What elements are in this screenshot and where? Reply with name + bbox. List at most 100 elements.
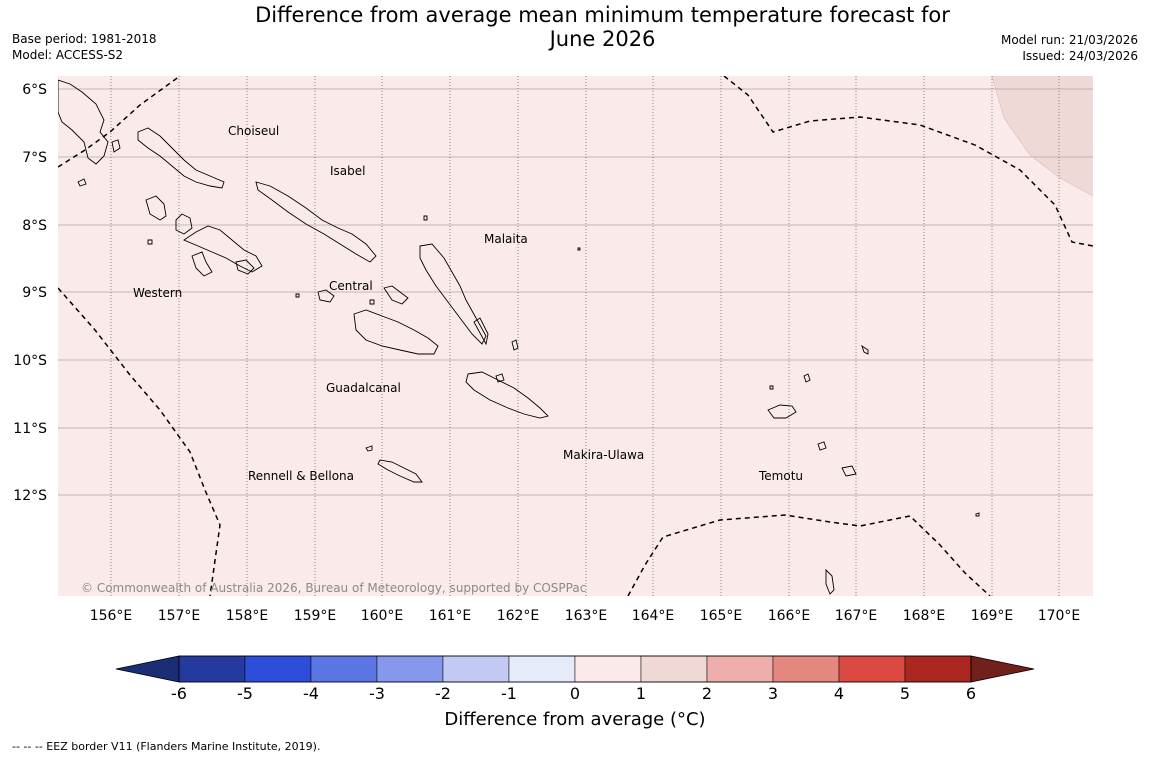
eez-border: [58, 76, 1093, 596]
label-makira-ulawa: Makira-Ulawa: [563, 448, 644, 462]
island-new-georgia: [183, 225, 263, 273]
lon-label-170e: 170°E: [1038, 608, 1081, 624]
colorbar-cell: [838, 655, 906, 683]
colorbar-cell: [178, 655, 246, 683]
lon-label-165e: 165°E: [700, 608, 743, 624]
island-small-isabel: [423, 215, 428, 221]
title-line-2: June 2026: [549, 27, 656, 51]
colorbar-label: Difference from average (°C): [444, 709, 706, 730]
colorbar-tick-label: 6: [966, 684, 976, 703]
colorbar-tick-label: 4: [834, 684, 844, 703]
colorbar-cell: [706, 655, 774, 683]
colorbar-tick-label: -5: [237, 684, 253, 703]
warm-anomaly-zone: [992, 76, 1093, 196]
coastlines: [58, 79, 980, 595]
lon-label-166e: 166°E: [768, 608, 811, 624]
island-ulawa: [511, 339, 519, 351]
longitude-labels: 156°E 157°E 158°E 159°E 160°E 161°E 162°…: [90, 608, 1081, 624]
lon-label-169e: 169°E: [971, 608, 1014, 624]
colorbar-tick-label: 3: [768, 684, 778, 703]
lon-label-156e: 156°E: [90, 608, 133, 624]
island-shortlands: [77, 178, 87, 187]
island-choiseul: [137, 127, 225, 189]
island-nendo: [767, 404, 797, 419]
colorbar-tick-label: -6: [171, 684, 187, 703]
colorbar-cell: [772, 655, 840, 683]
lat-label-9s: 9°S: [22, 285, 47, 301]
lon-label-162e: 162°E: [497, 608, 540, 624]
island-kolombangara: [175, 213, 193, 235]
lat-label-10s: 10°S: [13, 353, 47, 369]
eez-legend-note: -- -- -- EEZ border V11 (Flanders Marine…: [12, 740, 321, 753]
lon-label-163e: 163°E: [565, 608, 608, 624]
model-run: Model run: 21/03/2026: [1000, 33, 1138, 47]
island-bellona: [365, 445, 373, 452]
island-sikaiana: [577, 247, 581, 251]
lon-label-159e: 159°E: [294, 608, 337, 624]
island-florida: [383, 285, 409, 305]
island-duff: [861, 344, 869, 355]
island-gatokae: [235, 259, 255, 275]
island-anuta: [825, 568, 835, 595]
lon-label-161e: 161°E: [429, 608, 472, 624]
label-temotu: Temotu: [758, 469, 803, 483]
island-guadalcanal: [353, 309, 439, 355]
colorbar-extend-high: [970, 655, 1035, 683]
colorbar-frame: [178, 655, 972, 683]
title-line-1: Difference from average mean minimum tem…: [255, 3, 950, 27]
lat-label-8s: 8°S: [22, 218, 47, 234]
meta-left: Base period: 1981-2018 Model: ACCESS-S2: [12, 31, 157, 63]
lon-label-160e: 160°E: [361, 608, 404, 624]
island-ugi: [495, 373, 505, 383]
latitude-gridlines: [58, 88, 1093, 496]
colorbar-cell: [376, 655, 444, 683]
label-isabel: Isabel: [330, 164, 365, 178]
colorbar-tick-label: -2: [435, 684, 451, 703]
lon-label-158e: 158°E: [226, 608, 269, 624]
base-period: Base period: 1981-2018: [12, 32, 157, 46]
colorbar-extend-low: [115, 655, 180, 683]
colorbar-cell: [574, 655, 642, 683]
island-small-west: [147, 239, 153, 245]
island-russell: [317, 289, 335, 303]
colorbar-tick-label: 5: [900, 684, 910, 703]
island-rennell: [377, 459, 423, 483]
warm-anomaly-edge: [991, 76, 1093, 197]
lat-label-6s: 6°S: [22, 82, 47, 98]
latitude-labels: 6°S 7°S 8°S 9°S 10°S 11°S 12°S: [13, 82, 47, 504]
island-rendova: [191, 251, 213, 277]
lat-label-7s: 7°S: [22, 150, 47, 166]
island-bougainville: [58, 79, 109, 165]
issued-date: Issued: 24/03/2026: [1022, 49, 1138, 63]
colorbar-cell: [310, 655, 378, 683]
colorbar-cell: [508, 655, 576, 683]
colorbar-tick-label: 1: [636, 684, 646, 703]
colorbar: -6 -5 -4 -3 -2 -1 0 1 2 3 4 5 6: [115, 655, 1035, 703]
colorbar-tick-label: 2: [702, 684, 712, 703]
colorbar-cell: [640, 655, 708, 683]
lon-label-164e: 164°E: [632, 608, 675, 624]
lon-label-168e: 168°E: [903, 608, 946, 624]
colorbar-tick-label: -1: [501, 684, 517, 703]
island-utupua: [817, 441, 827, 451]
lon-label-167e: 167°E: [835, 608, 878, 624]
island-small-north: [111, 139, 121, 153]
island-small-temotu: [769, 385, 774, 390]
island-tikopia: [975, 512, 980, 517]
colorbar-tick-label: -4: [303, 684, 319, 703]
map-title: Difference from average mean minimum tem…: [0, 3, 1150, 51]
colorbar-tick-label: 0: [570, 684, 580, 703]
province-labels: Choiseul Isabel Malaita Western Central …: [133, 124, 803, 483]
island-reef-islands: [803, 373, 811, 383]
island-small-west-2: [295, 293, 300, 298]
island-vella-lavella: [145, 195, 167, 221]
island-savo: [369, 299, 375, 305]
copyright-text: © Commonwealth of Australia 2026, Bureau…: [81, 581, 586, 595]
label-guadalcanal: Guadalcanal: [326, 381, 401, 395]
colorbar-cell: [904, 655, 972, 683]
label-malaita: Malaita: [484, 232, 528, 246]
label-rennell-bellona: Rennell & Bellona: [248, 469, 354, 483]
map-area: [58, 76, 1093, 596]
lat-label-11s: 11°S: [13, 421, 47, 437]
